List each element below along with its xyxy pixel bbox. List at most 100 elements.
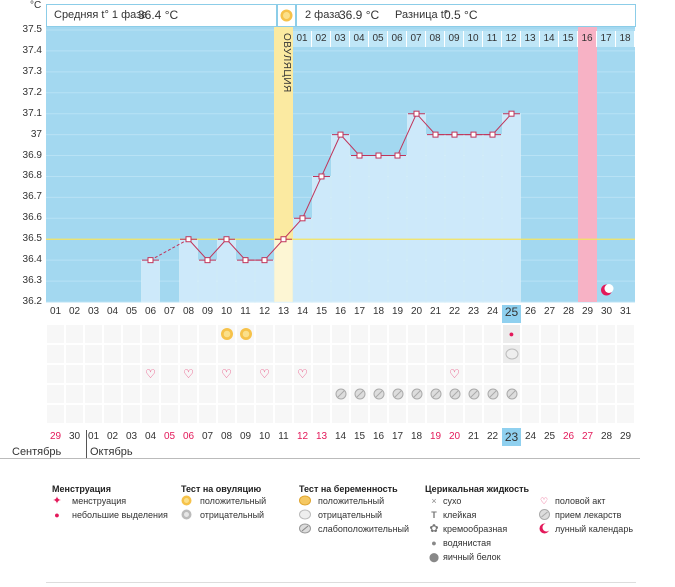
grid-cell[interactable]	[66, 405, 83, 423]
medicine-icon[interactable]	[391, 387, 405, 401]
grid-cell[interactable]	[598, 345, 615, 363]
cycle-day-label[interactable]: 16	[334, 306, 347, 317]
grid-cell[interactable]	[275, 365, 292, 383]
grid-cell[interactable]	[180, 345, 197, 363]
grid-cell[interactable]	[617, 385, 634, 403]
grid-cell[interactable]	[180, 325, 197, 343]
grid-cell[interactable]	[579, 365, 596, 383]
grid-cell[interactable]	[332, 325, 349, 343]
cycle-day-label[interactable]: 01	[49, 306, 62, 317]
grid-cell[interactable]	[237, 385, 254, 403]
sex-icon[interactable]: ♡	[297, 367, 308, 381]
grid-cell[interactable]	[541, 405, 558, 423]
grid-cell[interactable]	[446, 325, 463, 343]
grid-cell[interactable]	[313, 345, 330, 363]
grid-cell[interactable]	[427, 365, 444, 383]
calendar-day-label[interactable]: 29	[619, 431, 632, 442]
ovulation-positive-icon[interactable]	[220, 327, 234, 341]
cycle-day-label[interactable]: 03	[87, 306, 100, 317]
calendar-day-label[interactable]: 10	[258, 431, 271, 442]
calendar-day-label[interactable]: 02	[106, 431, 119, 442]
calendar-day-label[interactable]: 04	[144, 431, 157, 442]
grid-cell[interactable]	[351, 365, 368, 383]
cycle-day-label[interactable]: 21	[429, 306, 442, 317]
grid-cell[interactable]	[503, 365, 520, 383]
grid-cell[interactable]	[123, 365, 140, 383]
grid-cell[interactable]	[313, 325, 330, 343]
grid-cell[interactable]	[218, 405, 235, 423]
grid-cell[interactable]	[85, 405, 102, 423]
grid-cell[interactable]	[161, 345, 178, 363]
medicine-icon[interactable]	[410, 387, 424, 401]
grid-cell[interactable]	[560, 405, 577, 423]
calendar-day-label[interactable]: 16	[372, 431, 385, 442]
medicine-icon[interactable]	[467, 387, 481, 401]
grid-cell[interactable]	[598, 365, 615, 383]
calendar-day-label[interactable]: 19	[429, 431, 442, 442]
grid-cell[interactable]	[47, 345, 64, 363]
grid-cell[interactable]	[104, 345, 121, 363]
cycle-day-label[interactable]: 04	[106, 306, 119, 317]
ovulation-positive-icon[interactable]	[239, 327, 253, 341]
grid-cell[interactable]	[370, 405, 387, 423]
grid-cell[interactable]	[465, 405, 482, 423]
grid-cell[interactable]	[541, 365, 558, 383]
grid-cell[interactable]	[408, 365, 425, 383]
medicine-icon[interactable]	[334, 387, 348, 401]
grid-cell[interactable]	[66, 365, 83, 383]
calendar-day-label[interactable]: 29	[49, 431, 62, 442]
sex-icon[interactable]: ♡	[259, 367, 270, 381]
sex-icon[interactable]: ♡	[145, 367, 156, 381]
grid-cell[interactable]	[161, 325, 178, 343]
grid-cell[interactable]	[142, 345, 159, 363]
grid-cell[interactable]	[313, 365, 330, 383]
grid-cell[interactable]	[332, 345, 349, 363]
grid-cell[interactable]	[256, 405, 273, 423]
grid-cell[interactable]	[199, 325, 216, 343]
grid-cell[interactable]	[142, 385, 159, 403]
grid-cell[interactable]	[85, 365, 102, 383]
grid-cell[interactable]	[104, 325, 121, 343]
cycle-day-label[interactable]: 29	[581, 306, 594, 317]
grid-cell[interactable]	[275, 325, 292, 343]
cycle-day-label[interactable]: 10	[220, 306, 233, 317]
grid-cell[interactable]	[465, 325, 482, 343]
calendar-day-label[interactable]: 15	[353, 431, 366, 442]
cycle-day-label[interactable]: 27	[543, 306, 556, 317]
grid-cell[interactable]	[218, 365, 235, 383]
medicine-icon[interactable]	[486, 387, 500, 401]
grid-cell[interactable]	[579, 385, 596, 403]
cycle-day-label[interactable]: 23	[467, 306, 480, 317]
grid-cell[interactable]	[123, 385, 140, 403]
grid-cell[interactable]	[66, 345, 83, 363]
grid-cell[interactable]	[617, 365, 634, 383]
grid-cell[interactable]	[294, 365, 311, 383]
sex-icon[interactable]: ♡	[449, 367, 460, 381]
grid-cell[interactable]	[503, 325, 520, 343]
grid-cell[interactable]	[427, 345, 444, 363]
calendar-day-label[interactable]: 30	[68, 431, 81, 442]
cycle-day-label[interactable]: 06	[144, 306, 157, 317]
cycle-day-label[interactable]: 15	[315, 306, 328, 317]
cycle-day-label[interactable]: 25	[502, 305, 521, 323]
grid-cell[interactable]	[541, 325, 558, 343]
grid-cell[interactable]	[237, 405, 254, 423]
cycle-day-label[interactable]: 11	[240, 306, 251, 317]
grid-cell[interactable]	[275, 345, 292, 363]
calendar-day-label[interactable]: 28	[600, 431, 613, 442]
grid-cell[interactable]	[560, 365, 577, 383]
grid-cell[interactable]	[617, 405, 634, 423]
calendar-day-label[interactable]: 26	[562, 431, 575, 442]
sex-icon[interactable]: ♡	[183, 367, 194, 381]
grid-cell[interactable]	[313, 385, 330, 403]
grid-cell[interactable]	[617, 345, 634, 363]
calendar-day-label[interactable]: 03	[125, 431, 138, 442]
grid-cell[interactable]	[389, 345, 406, 363]
medicine-icon[interactable]	[505, 387, 519, 401]
grid-cell[interactable]	[66, 325, 83, 343]
grid-cell[interactable]	[446, 405, 463, 423]
sex-icon[interactable]: ♡	[221, 367, 232, 381]
grid-cell[interactable]	[332, 365, 349, 383]
grid-cell[interactable]	[47, 405, 64, 423]
calendar-day-label[interactable]: 07	[201, 431, 214, 442]
